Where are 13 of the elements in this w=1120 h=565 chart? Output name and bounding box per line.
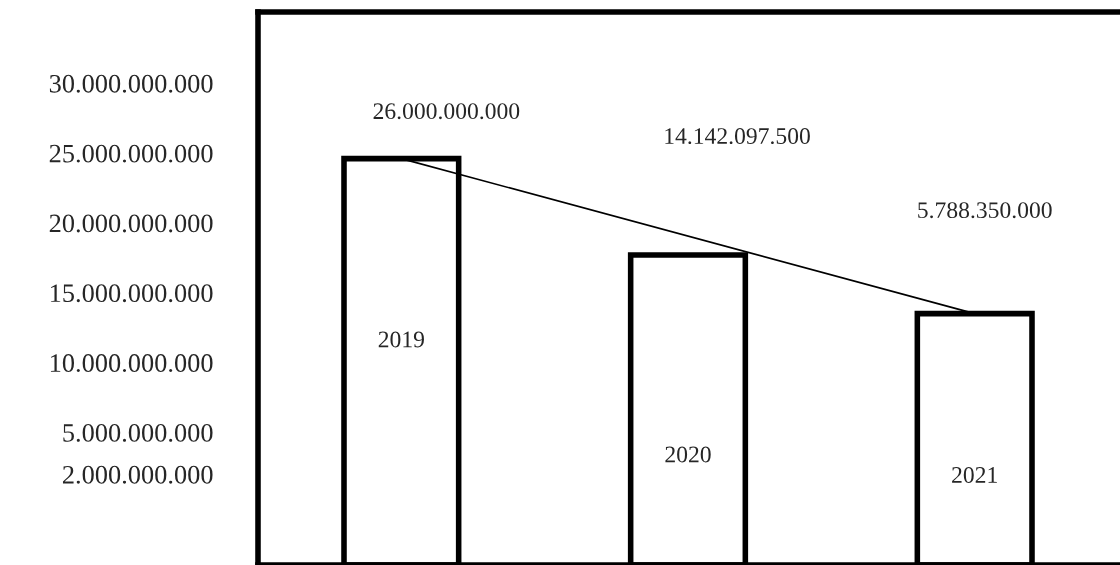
y-tick-label: 15.000.000.000 (50, 284, 213, 303)
annotation: 26.000.000.000 (373, 103, 520, 120)
x-tick-label: 2021 (952, 467, 997, 483)
y-tick-label: 2.000.000.000 (62, 465, 213, 484)
annotation: 5.788.350.000 (918, 202, 1052, 219)
y-tick-label: 5.000.000.000 (63, 423, 213, 442)
y-tick-label: 20.000.000.000 (49, 214, 213, 233)
y-tick-label: 10.000.000.000 (50, 354, 213, 373)
x-tick-label: 2019 (378, 331, 424, 348)
y-tick-label: 30.000.000.000 (49, 74, 213, 93)
x-tick-label: 2020 (665, 446, 711, 463)
y-tick-label: 25.000.000.000 (49, 144, 213, 163)
annotation: 14.142.097.500 (665, 128, 810, 145)
